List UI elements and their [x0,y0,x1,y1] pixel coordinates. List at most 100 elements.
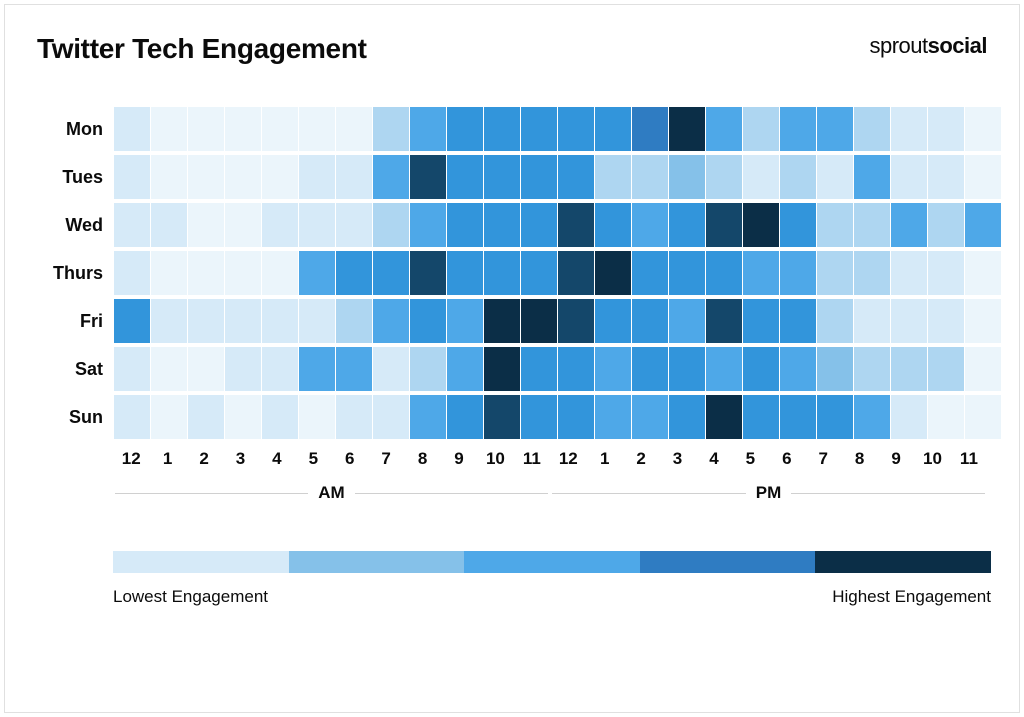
heatmap-cell [891,203,927,247]
legend-low-label: Lowest Engagement [113,587,268,607]
heatmap-cell [114,347,150,391]
heatmap-cell [262,251,298,295]
heatmap-grid [113,105,1001,441]
heatmap-cell [965,203,1001,247]
heatmap-cell [484,155,520,199]
heatmap-cell [669,107,705,151]
chart-title: Twitter Tech Engagement [37,33,367,65]
heatmap-cell [743,299,779,343]
heatmap-cell [114,251,150,295]
heatmap-cell [558,251,594,295]
heatmap-cell [521,251,557,295]
heatmap-cell [632,347,668,391]
heatmap-cell [373,395,409,439]
heatmap-cell [410,251,446,295]
heatmap-row [113,345,1001,393]
heatmap-cell [928,299,964,343]
heatmap-cell [706,203,742,247]
heatmap-cell [336,203,372,247]
hour-label: 12 [550,449,586,469]
heatmap-row [113,249,1001,297]
heatmap-cell [151,299,187,343]
heatmap-cell [928,347,964,391]
chart-card: Twitter Tech Engagement sproutsocial Mon… [4,4,1020,713]
heatmap-cell [447,251,483,295]
heatmap-cell [225,203,261,247]
heatmap-cell [262,395,298,439]
heatmap-cell [891,395,927,439]
heatmap-cell [484,395,520,439]
heatmap-cell [669,347,705,391]
heatmap-cell [299,299,335,343]
heatmap-cell [632,203,668,247]
heatmap-cell [965,155,1001,199]
heatmap-cell [484,347,520,391]
heatmap-cell [780,395,816,439]
heatmap-cell [188,107,224,151]
legend-high-label: Highest Engagement [832,587,991,607]
heatmap-cell [558,347,594,391]
legend-bar [113,551,991,573]
day-label: Thurs [37,249,103,297]
heatmap-cell [632,155,668,199]
hour-label: 10 [477,449,513,469]
heatmap-cell [669,203,705,247]
heatmap-cell [373,203,409,247]
heatmap-cell [484,299,520,343]
hour-label: 3 [222,449,258,469]
hour-label: 11 [514,449,550,469]
heatmap-cell [188,155,224,199]
day-label: Sun [37,393,103,441]
heatmap-cell [151,251,187,295]
heatmap-row [113,201,1001,249]
heatmap-cell [669,395,705,439]
heatmap-cell [447,347,483,391]
hour-label: 4 [696,449,732,469]
hour-label: 8 [404,449,440,469]
heatmap-cell [558,155,594,199]
heatmap-cell [447,203,483,247]
brand-bold: social [928,33,987,58]
heatmap-cell [410,107,446,151]
heatmap-cell [632,299,668,343]
heatmap-cell [114,107,150,151]
heatmap-row [113,393,1001,441]
heatmap-cell [928,203,964,247]
heatmap-cell [780,203,816,247]
ampm-axis: AM PM [113,483,987,503]
heatmap-cell [336,107,372,151]
pm-half: PM [550,483,987,503]
heatmap-cell [336,347,372,391]
hour-label: 2 [623,449,659,469]
heatmap-cell [521,155,557,199]
hour-label: 6 [769,449,805,469]
heatmap-cell [928,107,964,151]
heatmap-cell [188,347,224,391]
heatmap-cell [854,347,890,391]
heatmap-cell [558,299,594,343]
heatmap-cell [521,203,557,247]
heatmap-cell [188,299,224,343]
heatmap-cell [706,347,742,391]
heatmap-cell [669,251,705,295]
heatmap-cell [262,155,298,199]
hour-label: 5 [295,449,331,469]
day-label: Wed [37,201,103,249]
heatmap-cell [706,299,742,343]
hour-label: 11 [951,449,987,469]
heatmap-cell [632,107,668,151]
heatmap-cell [336,395,372,439]
heatmap-cell [114,203,150,247]
heatmap-cell [595,347,631,391]
heatmap-cell [780,251,816,295]
heatmap-cell [225,251,261,295]
heatmap-cell [632,251,668,295]
heatmap-cell [817,203,853,247]
x-axis-labels: 121234567891011121234567891011 [113,449,987,469]
heatmap-cell [743,107,779,151]
heatmap-cell [299,203,335,247]
day-label: Fri [37,297,103,345]
heatmap-cell [151,107,187,151]
heatmap-cell [336,155,372,199]
heatmap-cell [928,251,964,295]
